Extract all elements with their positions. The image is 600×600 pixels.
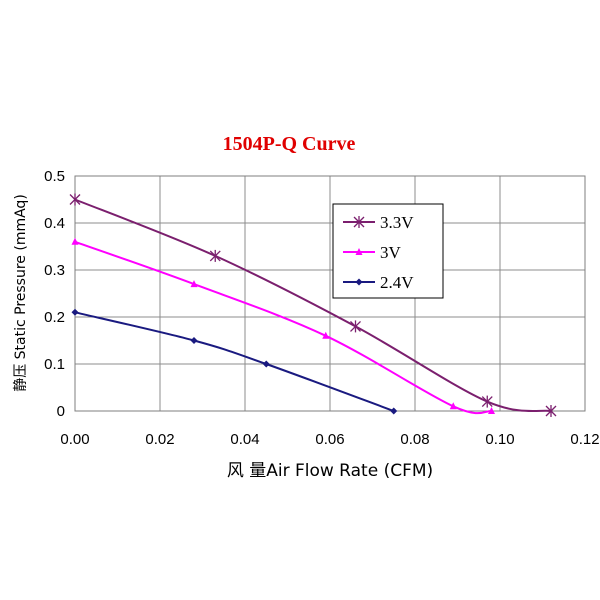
legend-entry-3.3V: 3.3V	[343, 213, 414, 232]
y-tick-label: 0.4	[44, 215, 65, 232]
x-tick-label: 0.06	[315, 431, 344, 448]
legend: 3.3V 3V 2.4V	[332, 203, 444, 299]
data-point-2.4V	[71, 308, 79, 316]
series-line-2.4V	[74, 311, 395, 412]
x-tick-label: 0.00	[60, 431, 89, 448]
legend-marker	[355, 278, 363, 286]
data-point-3.3V	[545, 405, 557, 417]
plot-area-frame	[74, 175, 586, 412]
grid	[75, 176, 585, 411]
x-tick-label: 0.12	[570, 431, 599, 448]
data-point-3V	[190, 280, 198, 288]
legend-label: 3V	[380, 243, 402, 262]
x-tick-label: 0.02	[145, 431, 174, 448]
data-point-3V	[449, 402, 457, 410]
data-point-3V	[488, 407, 495, 414]
x-axis-label: 风 量Air Flow Rate (CFM)	[227, 461, 433, 481]
data-point-2.4V	[190, 337, 198, 344]
series-3.3V	[69, 193, 557, 417]
data-point-2.4V	[390, 407, 398, 415]
x-tick-label: 0.04	[230, 431, 259, 448]
data-point-3V	[322, 331, 330, 339]
y-tick-label: 0.3	[44, 262, 65, 279]
legend-marker	[353, 216, 365, 228]
y-tick-label: 0.2	[44, 309, 65, 326]
legend-label: 2.4V	[380, 273, 414, 292]
x-tick-label: 0.08	[400, 431, 429, 448]
tick-labels: 0.00 0.02 0.04 0.06 0.08 0.10 0.12 0 0.1 0.2 0.3 0.…	[44, 168, 599, 448]
y-axis-label: 静压 Static Pressure (mmAq)	[13, 194, 29, 392]
y-tick-label: 0.1	[44, 356, 65, 373]
legend-entry-2.4V: 2.4V	[343, 273, 414, 292]
x-tick-label: 0.10	[485, 431, 514, 448]
series-line-3.3V	[74, 198, 552, 413]
series-group	[69, 193, 557, 417]
chart-title: 1504P-Q Curve	[223, 133, 356, 155]
data-point-3.3V	[481, 395, 493, 408]
data-point-2.4V	[262, 360, 270, 368]
data-point-3.3V	[69, 193, 81, 206]
data-point-3V	[71, 237, 79, 245]
data-point-3.3V	[209, 249, 221, 262]
legend-marker	[355, 248, 363, 255]
series-2.4V	[71, 308, 398, 415]
y-tick-label: 0	[57, 403, 65, 420]
legend-label: 3.3V	[380, 213, 414, 232]
legend-entry-3V: 3V	[343, 243, 402, 262]
y-tick-label: 0.5	[44, 168, 65, 185]
data-point-3.3V	[350, 320, 361, 333]
series-3V	[71, 237, 495, 415]
